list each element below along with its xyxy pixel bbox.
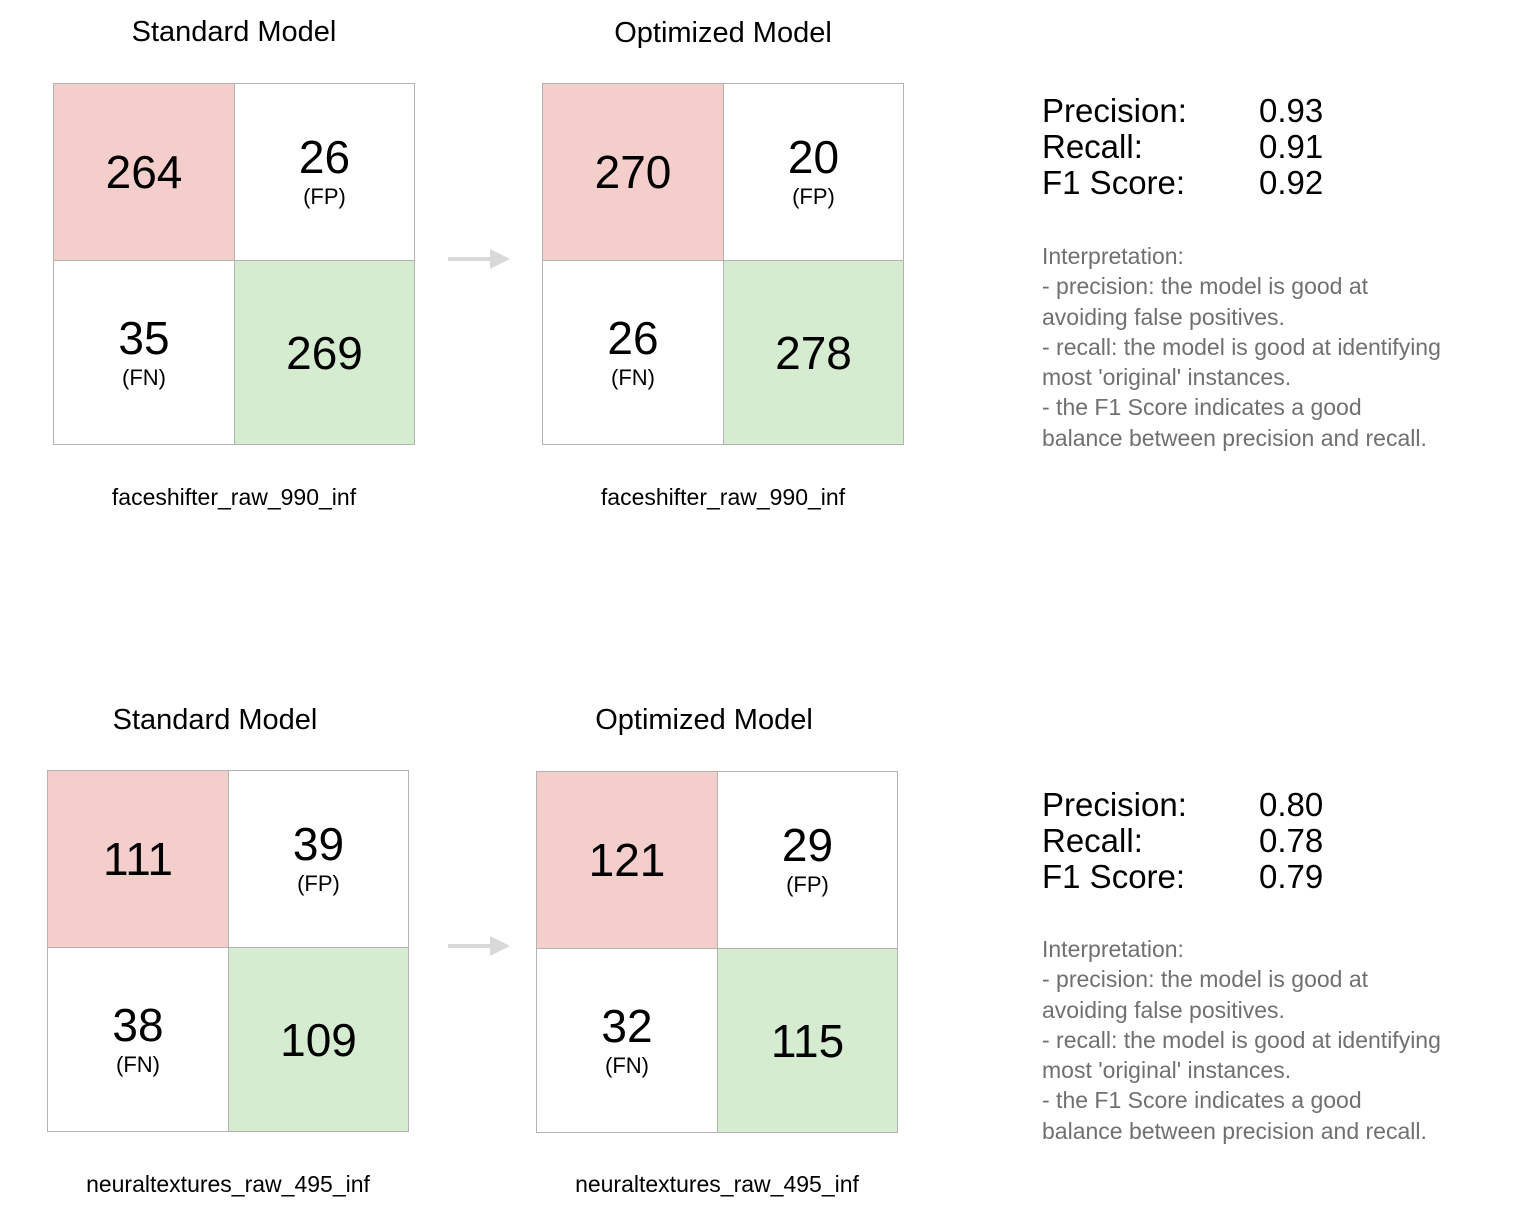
arrow-right-icon (448, 936, 510, 956)
recall-row: Recall: 0.91 (1042, 129, 1323, 165)
false-positive-value: 20 (787, 131, 840, 183)
standard-confusion-matrix: 264 26 (FP) 35 (FN) 269 (53, 83, 415, 445)
optimized-model-title: Optimized Model (614, 17, 832, 49)
true-negative-cell: 269 (234, 260, 415, 445)
false-positive-label: (FP) (303, 184, 346, 209)
false-negative-label: (FN) (116, 1051, 160, 1077)
metrics-block: Precision: 0.80 Recall: 0.78 F1 Score: 0.79 (1042, 787, 1323, 895)
metric-label: Precision: (1042, 786, 1187, 823)
true-negative-value: 278 (775, 326, 852, 379)
interpretation-line: - precision: the model is good at (1042, 273, 1369, 300)
standard-model-title: Standard Model (131, 16, 337, 48)
interpretation-line: - recall: the model is good at identifyi… (1042, 1026, 1441, 1053)
false-positive-value: 39 (292, 818, 345, 870)
dataset-caption: neuraltextures_raw_495_inf (86, 1171, 370, 1197)
true-positive-cell: 270 (542, 83, 724, 261)
true-positive-value: 111 (103, 833, 173, 885)
false-positive-label: (FP) (297, 871, 340, 896)
standard-confusion-matrix: 111 39 (FP) 38 (FN) 109 (47, 770, 409, 1132)
standard-model-title: Standard Model (112, 704, 318, 736)
arrow-right-icon (448, 249, 510, 269)
dataset-caption: faceshifter_raw_990_inf (111, 484, 357, 510)
true-positive-value: 121 (588, 834, 666, 886)
false-negative-cell: 32 (FN) (536, 948, 718, 1133)
false-negative-cell: 35 (FN) (53, 260, 235, 445)
false-negative-value: 32 (601, 999, 653, 1052)
false-positive-cell: 26 (FP) (234, 83, 415, 261)
false-positive-cell: 39 (FP) (228, 770, 409, 948)
false-negative-cell: 26 (FN) (542, 260, 724, 445)
metric-value: 0.78 (1259, 822, 1324, 859)
interpretation-line: - recall: the model is good at identifyi… (1042, 333, 1441, 360)
interpretation-line: avoiding false positives. (1042, 996, 1285, 1023)
metric-value: 0.79 (1259, 858, 1324, 895)
interpretation-line: balance between precision and recall. (1042, 424, 1427, 451)
optimized-model-title: Optimized Model (595, 704, 813, 736)
interpretation-line: Interpretation: (1042, 936, 1184, 962)
interpretation-line: Interpretation: (1042, 243, 1184, 269)
optimized-confusion-matrix: 121 29 (FP) 32 (FN) 115 (536, 771, 898, 1133)
interpretation-text: Interpretation: - precision: the model i… (1042, 241, 1502, 453)
true-positive-value: 264 (105, 146, 183, 198)
false-positive-value: 26 (298, 131, 351, 183)
true-negative-cell: 115 (717, 948, 898, 1133)
false-negative-label: (FN) (122, 364, 166, 390)
interpretation-line: balance between precision and recall. (1042, 1117, 1427, 1144)
false-positive-label: (FP) (786, 872, 829, 897)
false-negative-value: 38 (112, 998, 164, 1051)
false-positive-label: (FP) (792, 184, 835, 209)
interpretation-line: avoiding false positives. (1042, 303, 1285, 330)
true-positive-cell: 121 (536, 771, 718, 949)
metric-label: Recall: (1042, 822, 1143, 859)
recall-row: Recall: 0.78 (1042, 823, 1323, 859)
interpretation-line: most 'original' instances. (1042, 364, 1292, 391)
true-negative-value: 109 (280, 1013, 357, 1066)
true-positive-cell: 264 (53, 83, 235, 261)
metric-label: F1 Score: (1042, 164, 1186, 201)
true-negative-value: 115 (770, 1014, 845, 1067)
metric-value: 0.93 (1259, 92, 1324, 129)
false-positive-cell: 29 (FP) (717, 771, 898, 949)
false-negative-cell: 38 (FN) (47, 947, 229, 1132)
true-negative-cell: 109 (228, 947, 409, 1132)
precision-row: Precision: 0.80 (1042, 787, 1323, 823)
metric-value: 0.91 (1259, 128, 1324, 165)
false-negative-value: 26 (607, 311, 659, 364)
false-negative-label: (FN) (605, 1052, 649, 1078)
false-positive-cell: 20 (FP) (723, 83, 904, 261)
dataset-caption: faceshifter_raw_990_inf (600, 484, 846, 510)
metric-value: 0.92 (1259, 164, 1324, 201)
interpretation-text: Interpretation: - precision: the model i… (1042, 934, 1502, 1146)
metric-label: Recall: (1042, 128, 1143, 165)
true-negative-value: 269 (286, 326, 363, 379)
metric-value: 0.80 (1259, 786, 1324, 823)
true-positive-cell: 111 (47, 770, 229, 948)
metrics-block: Precision: 0.93 Recall: 0.91 F1 Score: 0.92 (1042, 93, 1323, 201)
interpretation-line: - the F1 Score indicates a good (1042, 394, 1362, 421)
f1-score-row: F1 Score: 0.92 (1042, 165, 1323, 201)
precision-row: Precision: 0.93 (1042, 93, 1323, 129)
metric-label: F1 Score: (1042, 858, 1186, 895)
true-positive-value: 270 (594, 146, 672, 198)
dataset-caption: neuraltextures_raw_495_inf (575, 1171, 859, 1197)
true-negative-cell: 278 (723, 260, 904, 445)
false-negative-label: (FN) (611, 364, 655, 390)
metric-label: Precision: (1042, 92, 1187, 129)
false-negative-value: 35 (118, 311, 170, 364)
optimized-confusion-matrix: 270 20 (FP) 26 (FN) 278 (542, 83, 904, 445)
interpretation-line: - precision: the model is good at (1042, 966, 1369, 993)
interpretation-line: most 'original' instances. (1042, 1057, 1292, 1084)
f1-score-row: F1 Score: 0.79 (1042, 859, 1323, 895)
interpretation-line: - the F1 Score indicates a good (1042, 1087, 1362, 1114)
false-positive-value: 29 (781, 819, 834, 871)
